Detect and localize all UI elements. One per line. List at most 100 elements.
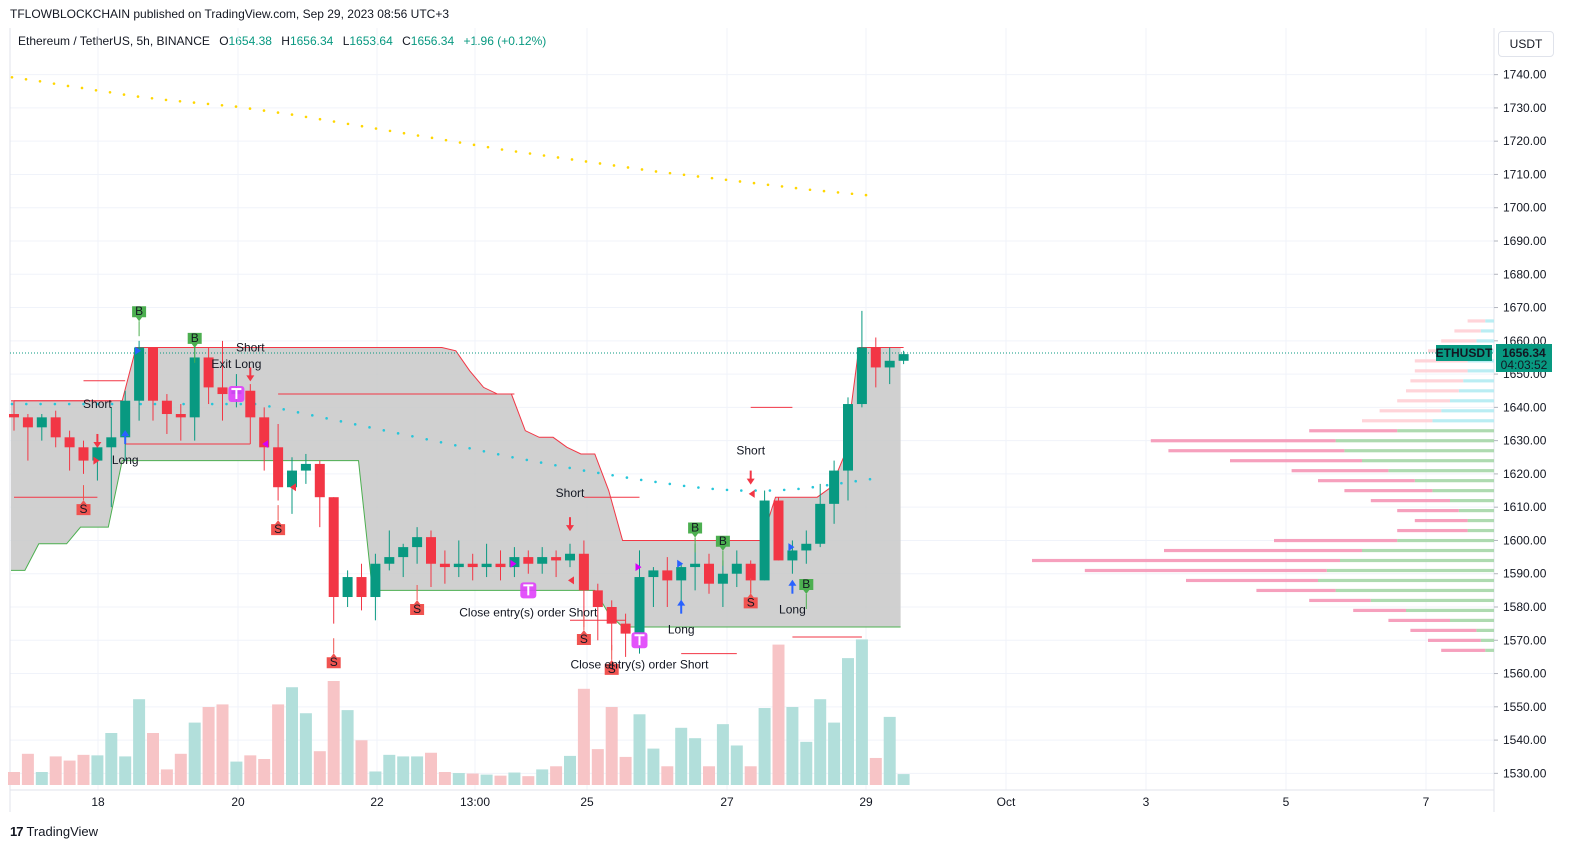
- volume-bars: [8, 639, 910, 785]
- ma-upper-dot: [220, 103, 224, 107]
- volume-bar: [716, 724, 729, 785]
- ma-lower-dot: [811, 485, 815, 489]
- volume-profile-down-bar: [1084, 568, 1327, 573]
- volume-bar: [63, 760, 76, 785]
- volume-profile-down-bar: [1274, 538, 1398, 543]
- ma-lower-dot: [67, 402, 71, 406]
- ma-upper-dot: [766, 183, 770, 187]
- ma-upper-dot: [724, 178, 728, 182]
- ma-lower-dot: [396, 432, 400, 435]
- ma-upper-dot: [486, 145, 490, 149]
- candle-body: [592, 590, 603, 607]
- volume-bar: [327, 681, 340, 785]
- candle-body: [300, 463, 311, 471]
- volume-profile-down-bar: [1032, 558, 1340, 563]
- signal-marker-left-icon: [290, 483, 296, 492]
- volume-bar: [855, 639, 868, 785]
- ma-lower-dot: [711, 487, 714, 491]
- sell-signal-letter: S: [274, 522, 282, 536]
- candle-body: [453, 563, 464, 568]
- ma-lower-dot: [840, 481, 843, 485]
- ma-lower-dot: [825, 483, 829, 487]
- ma-upper-dot: [248, 107, 252, 110]
- candle-body: [92, 447, 103, 461]
- candle-body: [467, 563, 478, 568]
- candle-body: [773, 500, 784, 561]
- candle-body: [829, 470, 840, 504]
- ma-lower-dot: [353, 423, 357, 426]
- ma-upper-dot: [864, 193, 868, 197]
- volume-profile-up-bar: [1362, 459, 1494, 463]
- last-price-badge: [1496, 343, 1552, 372]
- long-entry-arrow-icon: [677, 599, 686, 614]
- ma-lower-dot: [25, 402, 28, 406]
- candle-body: [884, 360, 895, 368]
- candle-body: [189, 357, 200, 418]
- volume-bar: [466, 773, 479, 785]
- entry-label: Short: [736, 444, 765, 458]
- time-tick-label: 3: [1143, 795, 1150, 809]
- ma-upper-dot: [108, 90, 112, 94]
- time-tick-label: 29: [859, 795, 873, 809]
- cloud-upper-edge: [11, 346, 901, 541]
- currency-unit-button[interactable]: USDT: [1498, 31, 1554, 57]
- volume-bar: [869, 757, 882, 785]
- ma-upper-dot: [388, 129, 392, 133]
- volume-bar: [272, 704, 285, 785]
- ma-upper-dot: [192, 101, 196, 104]
- signal-marker-left-icon: [262, 439, 269, 448]
- tradingview-logo[interactable]: 17 TradingView: [10, 824, 98, 839]
- buy-signal-shape: [799, 579, 814, 595]
- symbol-badge-label: ETHUSDT: [1436, 346, 1493, 360]
- close-label: C: [402, 34, 411, 48]
- volume-profile-down-bar: [1230, 459, 1362, 463]
- ma-upper-dot: [276, 111, 280, 114]
- buy-signal-badge: [688, 522, 703, 553]
- volume-bar: [897, 774, 910, 785]
- short-entry-arrow-icon: [746, 470, 755, 485]
- volume-bar: [147, 733, 159, 785]
- volume-profile-up-bar: [1458, 509, 1494, 513]
- buy-signal-badge: [799, 579, 814, 610]
- short-entry-arrow-icon: [566, 517, 574, 532]
- ma-upper-dot: [346, 122, 350, 126]
- candle-body: [551, 557, 562, 561]
- ma-upper-dot: [332, 120, 336, 123]
- ma-upper-dot: [626, 166, 630, 169]
- volume-bar: [202, 707, 215, 785]
- price-tick-label: 1730.00: [1503, 101, 1547, 115]
- buy-signal-shape: [688, 522, 703, 538]
- volume-profile-down-bar: [1414, 518, 1468, 523]
- ma-upper-dot: [52, 82, 56, 85]
- sell-signal-letter: S: [580, 632, 588, 646]
- candle-body: [870, 347, 881, 368]
- volume-profile-up-bar: [1450, 399, 1494, 403]
- candle-body: [50, 417, 61, 438]
- level-lines: [14, 346, 904, 655]
- candle-body: [898, 354, 909, 361]
- ma-upper-dot: [10, 75, 14, 79]
- ma-lower-dot: [854, 479, 857, 483]
- ma-lower-dot: [797, 487, 800, 491]
- volume-profile-up-bar: [1441, 409, 1494, 413]
- candle-body: [78, 447, 89, 461]
- price-tick-label: 1680.00: [1503, 267, 1547, 281]
- candle-body: [856, 347, 867, 405]
- volume-profile-up-bar: [1397, 429, 1494, 433]
- candle-body: [426, 537, 436, 564]
- ma-lower-dot: [139, 402, 142, 406]
- volume-profile-up-bar: [1340, 558, 1494, 563]
- volume-profile-down-bar: [1256, 588, 1336, 593]
- ma-lower-dot: [368, 426, 371, 429]
- high-label: H: [281, 34, 290, 48]
- volume-bar: [564, 755, 576, 785]
- candle-body: [134, 347, 145, 401]
- volume-profile-up-bar: [1476, 339, 1494, 343]
- volume-profile-down-bar: [1454, 329, 1481, 333]
- volume-bar: [703, 766, 715, 785]
- moving-average-dots: [10, 75, 872, 492]
- volume-bar: [286, 687, 298, 785]
- volume-profile-down-bar: [1428, 638, 1481, 642]
- sell-signal-shape: [76, 500, 91, 516]
